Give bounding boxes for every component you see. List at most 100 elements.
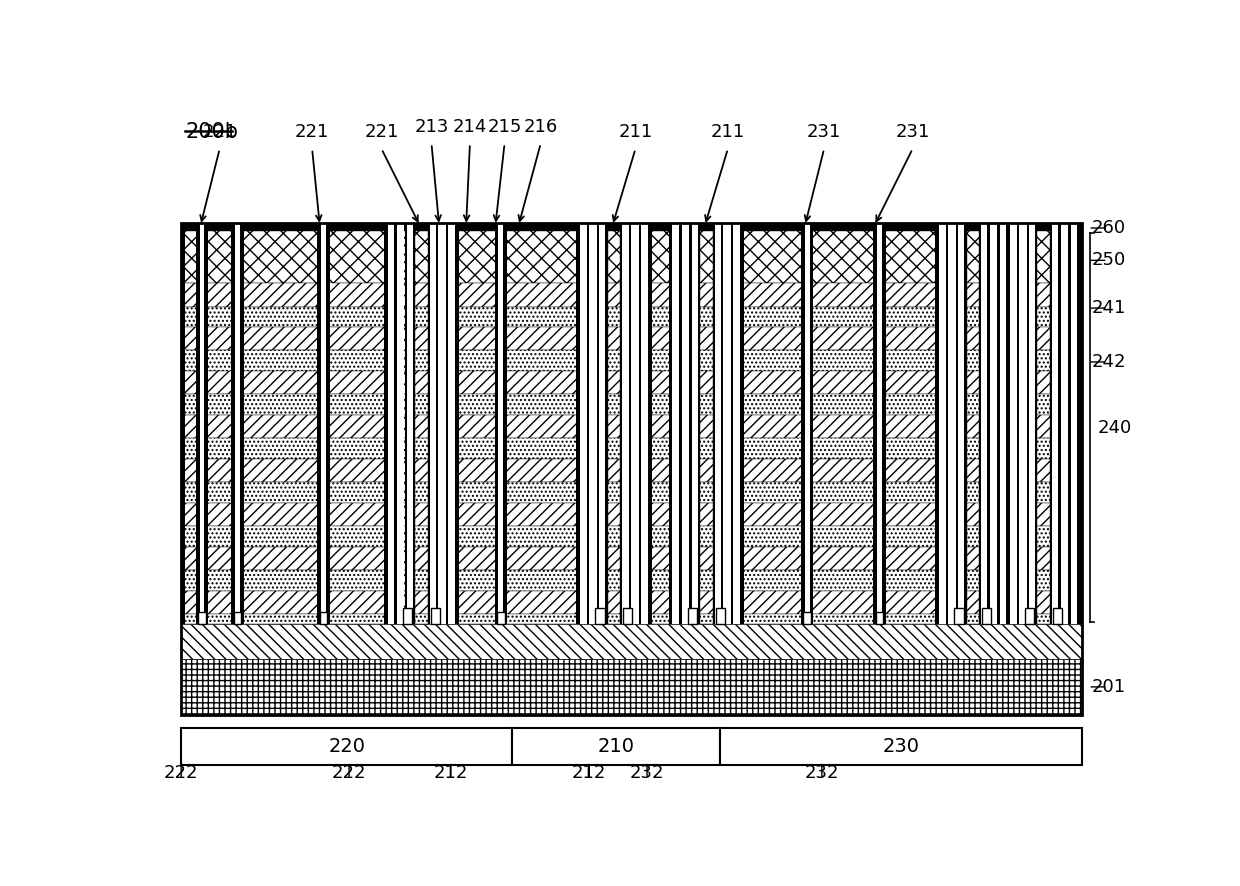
Bar: [497, 612, 505, 624]
Text: 222: 222: [164, 765, 198, 782]
Bar: [608, 231, 620, 284]
Bar: [1006, 223, 1009, 624]
Bar: [967, 350, 978, 371]
Bar: [608, 482, 620, 503]
Bar: [631, 223, 639, 624]
Bar: [967, 439, 978, 459]
Bar: [608, 547, 620, 570]
Bar: [967, 503, 978, 526]
Bar: [415, 459, 428, 482]
Bar: [394, 223, 397, 624]
Bar: [181, 526, 1083, 547]
Text: 212: 212: [572, 765, 606, 782]
Bar: [1038, 307, 1050, 327]
Bar: [1038, 614, 1050, 624]
Bar: [978, 223, 981, 624]
Bar: [801, 223, 813, 624]
Text: 221: 221: [202, 123, 237, 141]
Bar: [987, 223, 990, 624]
Bar: [967, 307, 978, 327]
Bar: [608, 371, 620, 394]
Bar: [1038, 439, 1050, 459]
Bar: [1068, 223, 1070, 624]
Bar: [720, 223, 723, 624]
Bar: [589, 223, 596, 624]
Text: 260: 260: [1092, 219, 1126, 237]
Bar: [1038, 526, 1050, 547]
Text: 211: 211: [619, 123, 652, 141]
Bar: [723, 223, 732, 624]
Bar: [605, 223, 608, 624]
Bar: [599, 223, 605, 624]
Bar: [701, 459, 713, 482]
Bar: [580, 223, 587, 624]
Text: 210: 210: [598, 737, 635, 757]
Bar: [388, 223, 394, 624]
Text: 201: 201: [1092, 678, 1126, 696]
Bar: [733, 223, 740, 624]
Bar: [415, 231, 428, 284]
Bar: [455, 223, 459, 624]
Bar: [446, 223, 449, 624]
Bar: [608, 284, 620, 307]
Bar: [997, 223, 999, 624]
Bar: [720, 728, 1083, 766]
Text: 214: 214: [453, 118, 487, 136]
Bar: [701, 307, 713, 327]
Bar: [320, 612, 327, 624]
Bar: [1027, 223, 1029, 624]
Bar: [688, 609, 697, 624]
Bar: [415, 547, 428, 570]
Bar: [181, 503, 1083, 526]
Bar: [698, 223, 701, 624]
Bar: [608, 503, 620, 526]
Text: 212: 212: [434, 765, 467, 782]
Bar: [181, 350, 1083, 371]
Bar: [181, 624, 1083, 659]
Bar: [1038, 503, 1050, 526]
Text: 231: 231: [895, 123, 930, 141]
Bar: [701, 231, 713, 284]
Bar: [403, 609, 412, 624]
Bar: [181, 439, 1083, 459]
Bar: [181, 284, 1083, 307]
Bar: [577, 223, 580, 624]
Bar: [233, 612, 242, 624]
Bar: [415, 526, 428, 547]
Bar: [1050, 223, 1052, 624]
Bar: [701, 439, 713, 459]
Bar: [805, 223, 810, 624]
Bar: [967, 614, 978, 624]
Bar: [875, 612, 883, 624]
Bar: [415, 307, 428, 327]
Bar: [181, 231, 1083, 284]
Bar: [999, 223, 1007, 624]
Bar: [1038, 223, 1050, 231]
Bar: [730, 223, 733, 624]
Bar: [701, 547, 713, 570]
Bar: [397, 223, 404, 624]
Bar: [939, 223, 946, 624]
Bar: [689, 223, 692, 624]
Bar: [967, 570, 978, 591]
Bar: [404, 223, 407, 624]
Text: 250: 250: [1092, 252, 1126, 269]
Bar: [967, 526, 978, 547]
Bar: [608, 327, 620, 350]
Text: 232: 232: [805, 765, 839, 782]
Text: 240: 240: [1097, 419, 1132, 437]
Bar: [701, 526, 713, 547]
Bar: [1058, 223, 1060, 624]
Bar: [449, 223, 455, 624]
Bar: [804, 612, 811, 624]
Bar: [967, 415, 978, 439]
Bar: [181, 394, 1083, 415]
Bar: [701, 591, 713, 614]
Bar: [624, 609, 632, 624]
Text: 221: 221: [295, 123, 330, 141]
Bar: [413, 223, 415, 624]
Bar: [740, 223, 744, 624]
Bar: [715, 609, 725, 624]
Bar: [512, 728, 720, 766]
Bar: [181, 614, 1083, 624]
